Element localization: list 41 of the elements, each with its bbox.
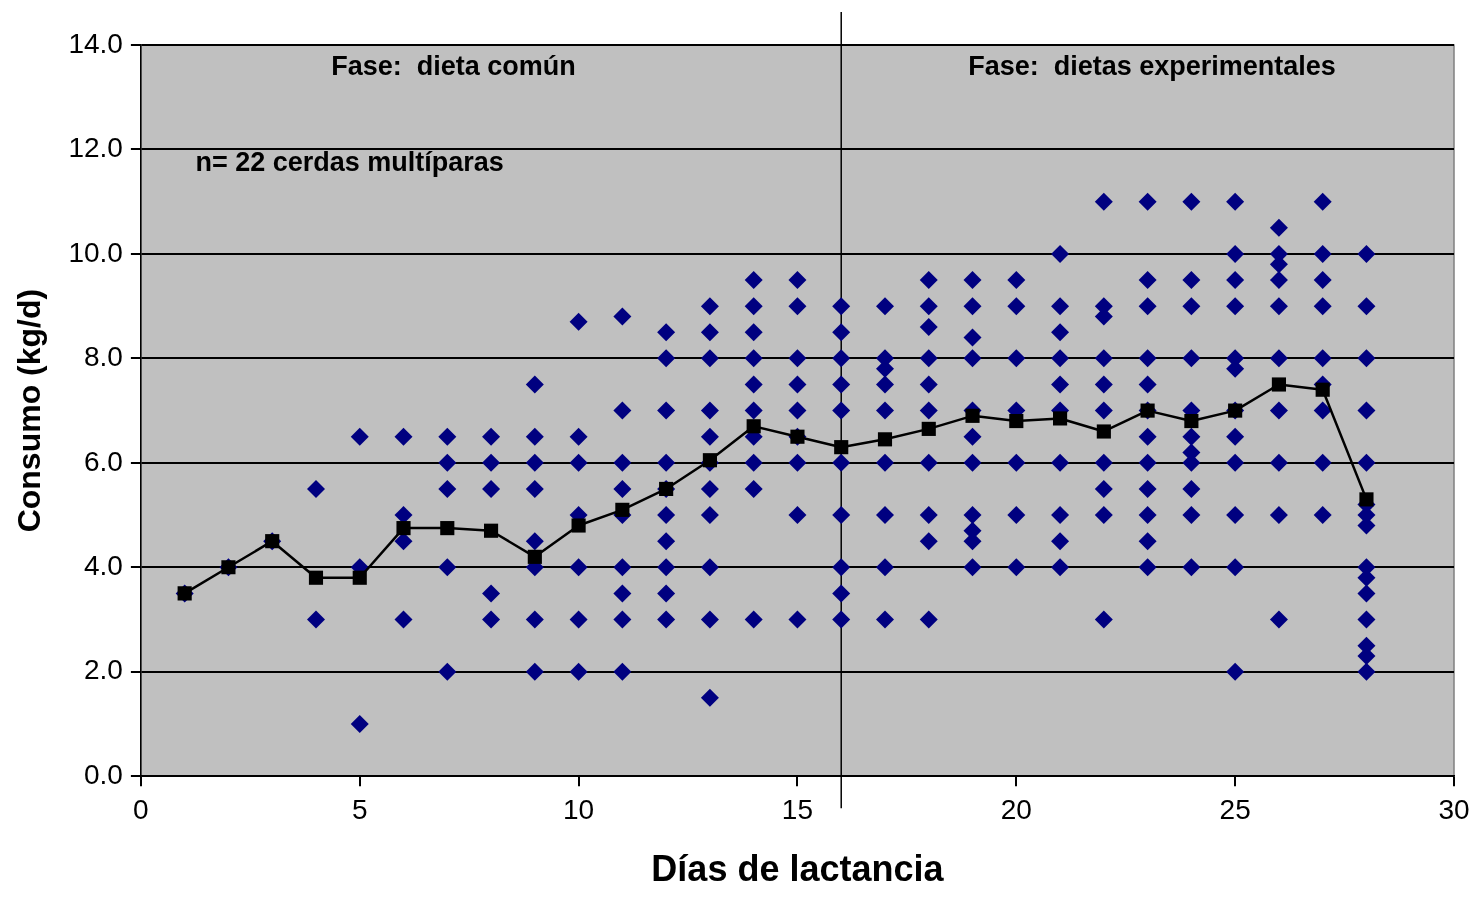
point xyxy=(1184,413,1199,429)
y-tick-label: 6.0 xyxy=(83,445,123,477)
point xyxy=(1359,492,1374,507)
point xyxy=(1315,382,1330,397)
y-axis-title: Consumo (kg/d) xyxy=(11,288,48,533)
point xyxy=(965,408,980,423)
y-tick-label: 2.0 xyxy=(83,654,123,686)
point xyxy=(1009,413,1024,429)
point xyxy=(834,440,849,455)
x-tick-label: 20 xyxy=(1000,793,1032,825)
y-tick-label: 4.0 xyxy=(83,550,123,581)
point xyxy=(702,453,717,468)
point xyxy=(877,432,893,447)
x-tick-label: 0 xyxy=(133,793,149,825)
point xyxy=(1096,424,1111,439)
y-tick-label: 10.0 xyxy=(68,236,123,268)
point xyxy=(571,518,586,533)
y-tick-label: 12.0 xyxy=(68,132,123,164)
annotation: Fase: dieta común xyxy=(331,51,576,82)
x-tick-label: 15 xyxy=(781,793,814,825)
x-tick-label: 25 xyxy=(1219,793,1251,825)
point xyxy=(1271,377,1286,392)
y-tick-label: 8.0 xyxy=(83,341,123,373)
x-axis-title: Días de lactancia xyxy=(651,848,945,890)
point xyxy=(396,521,411,536)
annotation: n= 22 cerdas multíparas xyxy=(195,146,504,177)
point xyxy=(483,523,499,538)
point xyxy=(308,570,324,585)
y-tick-label: 14.0 xyxy=(68,27,123,59)
annotation: Fase: dietas experimentales xyxy=(968,51,1336,82)
x-tick-label: 5 xyxy=(351,793,368,825)
point xyxy=(746,419,761,434)
point xyxy=(527,549,542,564)
x-tick-label: 30 xyxy=(1438,793,1470,825)
point xyxy=(440,521,455,536)
point xyxy=(921,421,936,436)
point xyxy=(352,570,367,585)
point xyxy=(615,502,630,517)
point xyxy=(1053,411,1068,426)
x-tick-label: 10 xyxy=(563,793,595,825)
y-tick-label: 0.0 xyxy=(83,758,123,790)
